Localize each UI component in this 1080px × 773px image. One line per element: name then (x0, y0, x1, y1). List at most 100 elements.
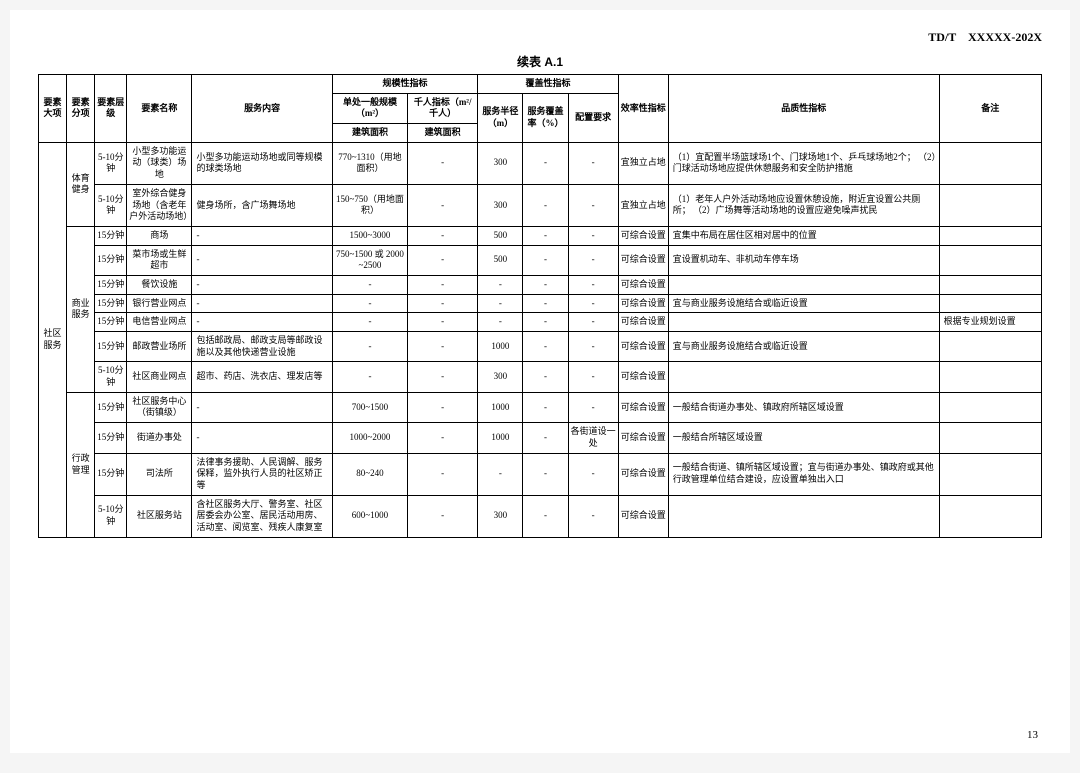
hdr-radius: 服务半径（m） (478, 93, 523, 142)
cell-note (939, 294, 1041, 313)
cell-radius: 300 (478, 184, 523, 226)
table-row: 5-10分钟社区商业网点超市、药店、洗衣店、理发店等--300--可综合设置 (39, 362, 1042, 392)
cell-scale: - (332, 294, 407, 313)
table-row: 15分钟电信营业网点------可综合设置根据专业规划设置 (39, 313, 1042, 332)
hdr-scale-b2: 建筑面积 (408, 124, 478, 143)
cell-level: 15分钟 (95, 294, 127, 313)
cell-service: 超市、药店、洗衣店、理发店等 (192, 362, 332, 392)
cell-level: 5-10分钟 (95, 362, 127, 392)
cell-service: - (192, 392, 332, 422)
cell-req: - (568, 184, 618, 226)
cell-scale: 700~1500 (332, 392, 407, 422)
cell-quality (668, 275, 939, 294)
cell-quality (668, 362, 939, 392)
cell-req: - (568, 275, 618, 294)
cell-sub: 商业服务 (67, 226, 95, 392)
cell-coverage: - (523, 362, 568, 392)
cell-quality: 一般结合街道办事处、镇政府所辖区域设置 (668, 392, 939, 422)
cell-name: 社区服务站 (127, 495, 192, 537)
cell-name: 社区商业网点 (127, 362, 192, 392)
main-table: 要素大项 要素分项 要素层级 要素名称 服务内容 规模性指标 覆盖性指标 效率性… (38, 74, 1042, 538)
cell-level: 5-10分钟 (95, 142, 127, 184)
cell-req: - (568, 332, 618, 362)
cell-note (939, 495, 1041, 537)
cell-eff: 可综合设置 (618, 275, 668, 294)
cell-req: - (568, 495, 618, 537)
cell-note (939, 453, 1041, 495)
cell-scale: 80~240 (332, 453, 407, 495)
cell-level: 15分钟 (95, 453, 127, 495)
hdr-coverage: 服务覆盖率（%） (523, 93, 568, 142)
hdr-scale-b: 千人指标（m²/千人） (408, 93, 478, 123)
cell-coverage: - (523, 392, 568, 422)
table-row: 15分钟邮政营业场所包括邮政局、邮政支局等邮政设施以及其他快递营业设施--100… (39, 332, 1042, 362)
table-row: 5-10分钟室外综合健身场地（含老年户外活动场地）健身场所，含广场舞场地150~… (39, 184, 1042, 226)
cell-quality: 一般结合所辖区域设置 (668, 423, 939, 453)
table-row: 15分钟司法所法律事务援助、人民调解、服务保释，监外执行人员的社区矫正等80~2… (39, 453, 1042, 495)
table-row: 5-10分钟社区服务站含社区服务大厅、警务室、社区居委会办公室、居民活动用房、活… (39, 495, 1042, 537)
hdr-scale-group: 规模性指标 (332, 75, 477, 94)
cell-note (939, 392, 1041, 422)
cell-quality: 宜与商业服务设施结合或临近设置 (668, 294, 939, 313)
cell-name: 银行营业网点 (127, 294, 192, 313)
cell-service: - (192, 423, 332, 453)
cell-radius: 1000 (478, 423, 523, 453)
cell-note (939, 184, 1041, 226)
cell-quality (668, 313, 939, 332)
cell-coverage: - (523, 332, 568, 362)
cell-eff: 可综合设置 (618, 453, 668, 495)
cell-kpi: - (408, 392, 478, 422)
cell-coverage: - (523, 453, 568, 495)
cell-req: - (568, 362, 618, 392)
cell-radius: 300 (478, 495, 523, 537)
cell-service: - (192, 313, 332, 332)
cell-eff: 可综合设置 (618, 332, 668, 362)
cell-kpi: - (408, 226, 478, 245)
hdr-level: 要素层级 (95, 75, 127, 143)
cell-eff: 可综合设置 (618, 245, 668, 275)
cell-quality: 宜集中布局在居住区相对居中的位置 (668, 226, 939, 245)
table-body: 社区服务体育健身5-10分钟小型多功能运动（球类）场地小型多功能运动场地或同等规… (39, 142, 1042, 537)
cell-name: 街道办事处 (127, 423, 192, 453)
cell-radius: - (478, 275, 523, 294)
cell-quality: （1）宜配置半场篮球场1个、门球场地1个、乒乓球场地2个； （2）门球活动场地应… (668, 142, 939, 184)
cell-eff: 宜独立占地 (618, 142, 668, 184)
cell-sub: 行政管理 (67, 392, 95, 537)
cell-major: 社区服务 (39, 142, 67, 537)
cell-kpi: - (408, 332, 478, 362)
hdr-name: 要素名称 (127, 75, 192, 143)
cell-name: 小型多功能运动（球类）场地 (127, 142, 192, 184)
cell-level: 15分钟 (95, 332, 127, 362)
cell-coverage: - (523, 495, 568, 537)
cell-eff: 宜独立占地 (618, 184, 668, 226)
hdr-quality: 品质性指标 (668, 75, 939, 143)
cell-level: 15分钟 (95, 275, 127, 294)
cell-scale: 1000~2000 (332, 423, 407, 453)
cell-name: 室外综合健身场地（含老年户外活动场地） (127, 184, 192, 226)
cell-level: 15分钟 (95, 392, 127, 422)
cell-level: 5-10分钟 (95, 495, 127, 537)
cell-name: 邮政营业场所 (127, 332, 192, 362)
cell-name: 餐饮设施 (127, 275, 192, 294)
cell-kpi: - (408, 245, 478, 275)
hdr-req: 配置要求 (568, 93, 618, 142)
cell-service: - (192, 275, 332, 294)
cell-radius: - (478, 294, 523, 313)
cell-kpi: - (408, 362, 478, 392)
cell-level: 15分钟 (95, 423, 127, 453)
hdr-scale-a2: 建筑面积 (332, 124, 407, 143)
cell-coverage: - (523, 226, 568, 245)
page-number: 13 (1027, 729, 1038, 741)
cell-scale: 1500~3000 (332, 226, 407, 245)
table-row: 15分钟餐饮设施------可综合设置 (39, 275, 1042, 294)
cell-req: - (568, 294, 618, 313)
cell-eff: 可综合设置 (618, 392, 668, 422)
cell-quality (668, 495, 939, 537)
cell-service: 小型多功能运动场地或同等规模的球类场地 (192, 142, 332, 184)
table-row: 商业服务15分钟商场-1500~3000-500--可综合设置宜集中布局在居住区… (39, 226, 1042, 245)
cell-service: 健身场所，含广场舞场地 (192, 184, 332, 226)
table-header: 要素大项 要素分项 要素层级 要素名称 服务内容 规模性指标 覆盖性指标 效率性… (39, 75, 1042, 143)
cell-coverage: - (523, 275, 568, 294)
cell-radius: 300 (478, 142, 523, 184)
cell-radius: 500 (478, 245, 523, 275)
